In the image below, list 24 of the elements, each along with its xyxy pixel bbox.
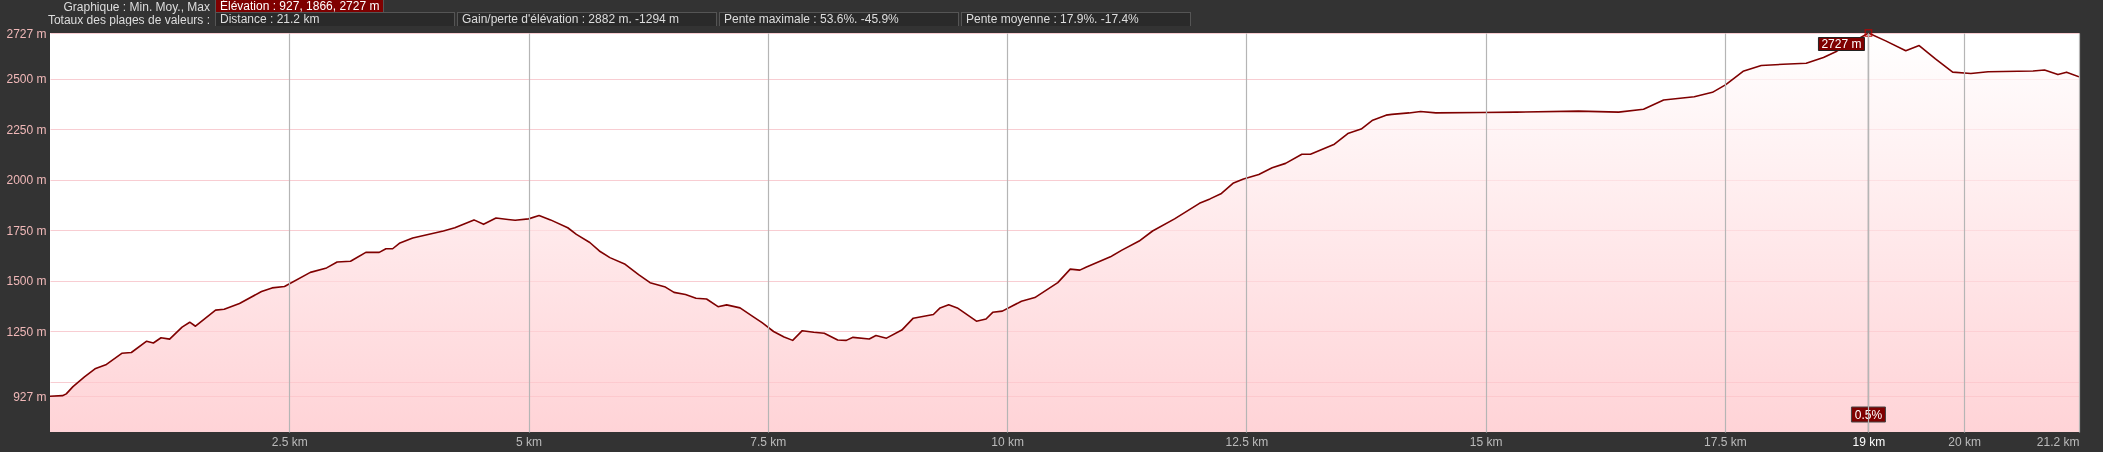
text: Pente moyenne : 17.9%. -17.4% xyxy=(961,12,1191,27)
x-tick-label: 10 km xyxy=(991,434,1024,449)
x-tick-label: 15 km xyxy=(1469,434,1503,449)
x-tick-label: 2.5 km xyxy=(271,434,308,449)
y-tick-label: 1500 m xyxy=(6,274,47,289)
x-tick-label: 19 km xyxy=(1852,434,1886,449)
x-tick-label: 5 km xyxy=(516,434,543,449)
text: Gain/perte d'élévation : 2882 m. -1294 m xyxy=(457,12,717,27)
y-tick-label: 2727 m xyxy=(6,26,47,41)
x-tick-label: 12.5 km xyxy=(1225,434,1269,449)
y-tick-label: 1250 m xyxy=(6,324,47,339)
chart-title: Graphique : Min. Moy., Max xyxy=(62,0,211,14)
y-tick-label: 1750 m xyxy=(6,223,47,238)
text: Pente maximale : 53.6%. -45.9% xyxy=(719,12,959,27)
x-tick-label: 21.2 km xyxy=(2036,434,2080,449)
y-tick-label: 2000 m xyxy=(6,173,47,188)
y-tick-label: 2250 m xyxy=(6,122,47,137)
x-tick-label: 20 km xyxy=(1948,434,1981,449)
y-tick-label: 927 m xyxy=(13,389,47,404)
x-tick-label: 7.5 km xyxy=(750,434,787,449)
y-tick-label: 2500 m xyxy=(6,72,47,87)
x-tick-label: 17.5 km xyxy=(1704,434,1747,449)
text: Élévation : 927, 1866, 2727 m xyxy=(215,0,385,14)
text: Distance : 21.2 km xyxy=(215,12,455,27)
